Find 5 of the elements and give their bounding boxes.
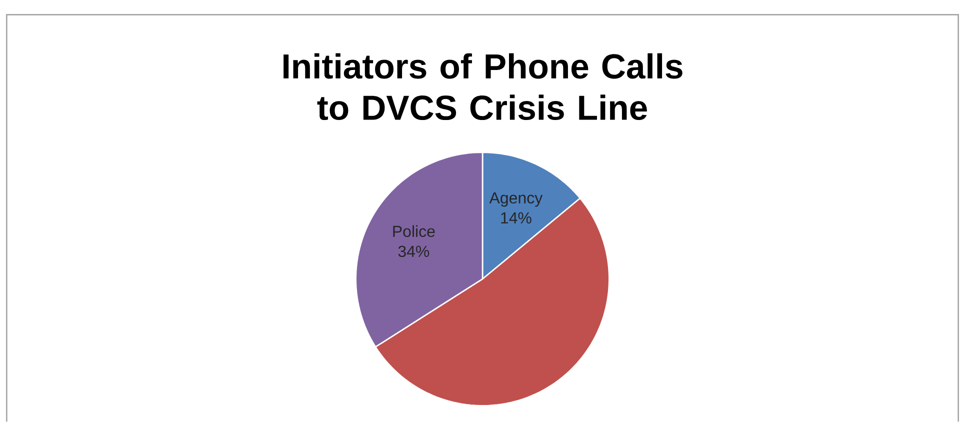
data-label: 14% [501, 212, 532, 224]
chart-title: Initiators of Phone Calls to DVCS Crisis Line [284, 53, 682, 120]
slice-label: Police [393, 225, 435, 237]
slice-label: Agency [489, 192, 543, 207]
data-label: 34% [398, 246, 430, 257]
